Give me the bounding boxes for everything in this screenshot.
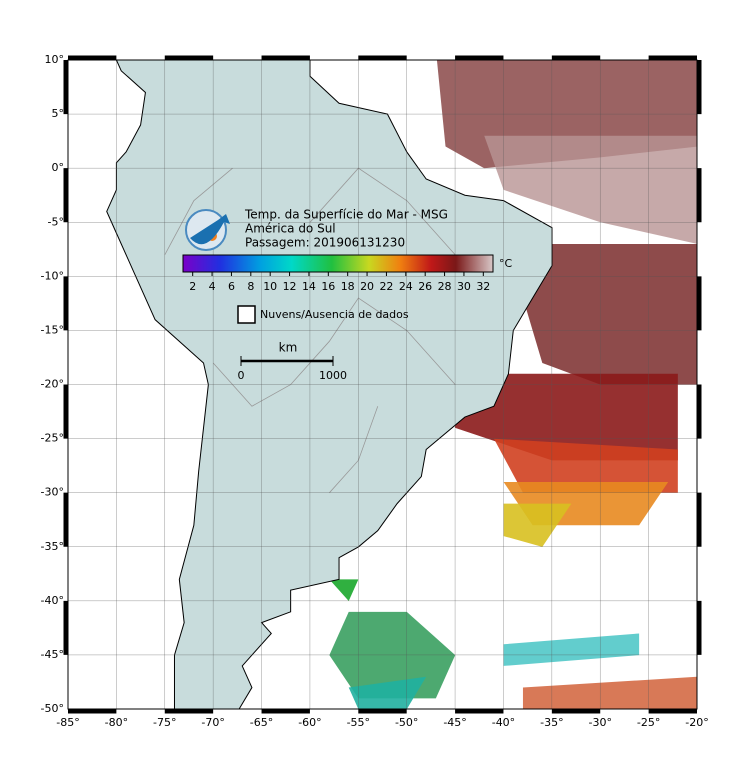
colorbar-label: 28 xyxy=(438,280,452,293)
no-data-label: Nuvens/Ausencia de dados xyxy=(260,308,409,321)
colorbar-label: 12 xyxy=(283,280,297,293)
pass-time: Passagem: 201906131230 xyxy=(245,236,405,250)
x-tick-label: -60° xyxy=(298,716,321,729)
x-tick-label: -45° xyxy=(443,716,466,729)
colorbar-label: 14 xyxy=(302,280,316,293)
x-tick-label: -20° xyxy=(685,716,708,729)
y-tick-label: -50° xyxy=(41,702,64,715)
x-tick-label: -35° xyxy=(540,716,563,729)
y-tick-label: 10° xyxy=(45,53,65,66)
colorbar xyxy=(182,254,494,273)
y-tick-label: -35° xyxy=(41,540,64,553)
colorbar-label: 20 xyxy=(360,280,374,293)
colorbar-label: 18 xyxy=(341,280,355,293)
scale-label: 0 xyxy=(238,369,245,382)
title: Temp. da Superfície do Mar - MSG xyxy=(244,208,448,222)
colorbar-label: 4 xyxy=(209,280,216,293)
x-tick-label: -65° xyxy=(250,716,273,729)
logo-arrow xyxy=(190,214,230,245)
y-tick-label: -15° xyxy=(41,323,64,336)
colorbar-label: 32 xyxy=(476,280,490,293)
colorbar-unit: °C xyxy=(499,257,513,270)
x-tick-label: -70° xyxy=(201,716,224,729)
y-tick-label: -45° xyxy=(41,648,64,661)
colorbar-label: 24 xyxy=(399,280,413,293)
y-tick-label: -40° xyxy=(41,594,64,607)
colorbar-label: 6 xyxy=(228,280,235,293)
y-tick-label: 0° xyxy=(52,161,65,174)
x-tick-label: -85° xyxy=(56,716,79,729)
x-tick-label: -80° xyxy=(105,716,128,729)
colorbar-label: 16 xyxy=(321,280,335,293)
colorbar-label: 10 xyxy=(263,280,277,293)
x-tick-label: -25° xyxy=(637,716,660,729)
y-tick-label: -5° xyxy=(48,215,64,228)
x-tick-label: -30° xyxy=(588,716,611,729)
y-tick-label: -25° xyxy=(41,432,64,445)
region: América do Sul xyxy=(245,222,336,236)
colorbar-label: 22 xyxy=(379,280,393,293)
colorbar-label: 30 xyxy=(457,280,471,293)
no-data-swatch xyxy=(237,305,256,324)
y-tick-label: -20° xyxy=(41,378,64,391)
y-tick-label: -30° xyxy=(41,486,64,499)
scale-label: 1000 xyxy=(319,369,347,382)
x-tick-label: -40° xyxy=(492,716,515,729)
scale-unit: km xyxy=(279,341,298,355)
x-tick-label: -55° xyxy=(347,716,370,729)
x-tick-label: -75° xyxy=(153,716,176,729)
title-block: Temp. da Superfície do Mar - MSG América… xyxy=(185,208,448,251)
colorbar-label: 26 xyxy=(418,280,432,293)
colorbar-label: 8 xyxy=(247,280,254,293)
x-tick-label: -50° xyxy=(395,716,418,729)
colorbar-label: 2 xyxy=(189,280,196,293)
y-tick-label: 5° xyxy=(52,107,65,120)
y-tick-label: -10° xyxy=(41,269,64,282)
